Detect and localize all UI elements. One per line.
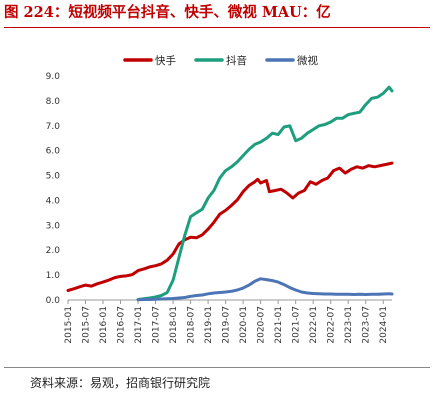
legend-label: 快手 [155,54,176,67]
x-tick-label: 2020-07 [257,306,267,344]
x-tick-label: 2019-01 [204,306,214,344]
y-tick-label: 5.0 [46,172,61,182]
legend-label: 微视 [297,54,318,67]
y-tick-label: 2.0 [46,246,61,256]
legend-label: 抖音 [226,54,247,67]
x-tick-label: 2015-07 [82,306,92,344]
y-tick-label: 4.0 [46,196,61,206]
source-note: 资料来源：易观，招商银行研究院 [30,376,211,390]
x-tick-label: 2018-01 [169,306,179,344]
x-tick-label: 2024-01 [379,306,389,344]
y-tick-label: 9.0 [46,72,61,82]
x-tick-label: 2023-01 [344,306,354,344]
y-tick-label: 1.0 [46,271,61,281]
series-line [66,161,394,292]
x-tick-label: 2022-01 [309,306,319,344]
x-tick-label: 2022-07 [327,306,337,344]
y-tick-label: 0.0 [46,296,61,306]
figure-title: 图 224：短视频平台抖音、快手、微视 MAU：亿 [4,4,331,21]
y-tick-label: 8.0 [46,97,61,107]
footer-divider [4,367,430,368]
x-tick-label: 2023-07 [362,306,372,344]
x-tick-label: 2017-07 [152,306,162,344]
title-divider [4,27,430,28]
x-tick-label: 2021-07 [292,306,302,344]
x-tick-label: 2017-01 [134,306,144,344]
series-line [136,85,394,301]
series-line [136,277,394,302]
x-tick-label: 2016-01 [99,306,109,344]
y-tick-label: 7.0 [46,122,61,132]
x-tick-label: 2016-07 [117,306,127,344]
mau-line-chart: 0.0 1.0 2.0 3.0 4.0 5.0 6.0 7.0 8.0 9.0 2015-01 201… [46,54,394,344]
x-tick-label: 2019-07 [222,306,232,344]
x-tick-label: 2020-01 [239,306,249,344]
y-tick-label: 3.0 [46,221,61,231]
x-tick-label: 2015-01 [64,306,74,344]
x-tick-label: 2018-07 [187,306,197,344]
y-tick-label: 6.0 [46,147,61,157]
x-tick-label: 2021-01 [274,306,284,344]
